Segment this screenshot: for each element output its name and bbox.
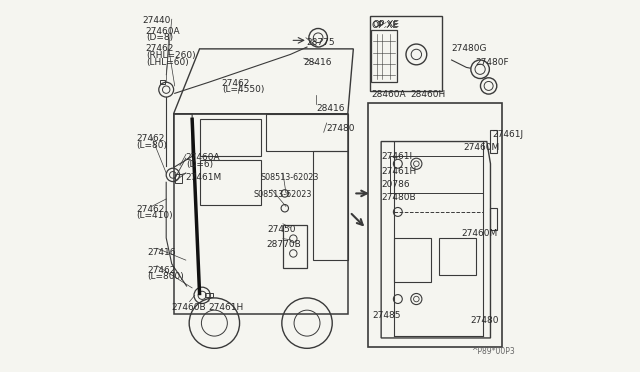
Bar (205, 293, 213, 297)
Text: 28770B: 28770B (267, 240, 301, 249)
Text: (L=410): (L=410) (136, 211, 173, 220)
Bar (371, 31, 397, 82)
Text: 27480B: 27480B (381, 193, 416, 202)
Text: (L=800): (L=800) (147, 272, 184, 281)
Text: 27416: 27416 (147, 248, 175, 257)
Text: 27462: 27462 (136, 205, 165, 214)
Text: 27480F: 27480F (475, 58, 509, 67)
Text: S08513-62023: S08513-62023 (253, 190, 312, 199)
Text: 28460H: 28460H (411, 90, 446, 99)
Bar (490, 131, 497, 153)
Text: 27485: 27485 (372, 311, 401, 320)
Text: 27450: 27450 (268, 225, 296, 234)
Text: 27462: 27462 (147, 266, 175, 275)
Text: ^P89*00P3: ^P89*00P3 (471, 347, 515, 356)
Text: 27460A: 27460A (146, 27, 180, 36)
Bar (368, 103, 502, 347)
Text: (L=4550): (L=4550) (222, 85, 264, 94)
Text: 27440: 27440 (142, 16, 170, 25)
Text: 20786: 20786 (381, 180, 410, 189)
Text: 27462: 27462 (222, 78, 250, 87)
Text: 27460M: 27460M (461, 229, 498, 238)
Text: S08513-62023: S08513-62023 (260, 173, 319, 182)
Text: (L=80): (L=80) (136, 141, 168, 150)
Text: 27480G: 27480G (452, 44, 487, 54)
Text: 27461M: 27461M (186, 173, 222, 182)
Bar (175, 174, 182, 183)
Text: 28460A: 28460A (371, 90, 406, 99)
Text: (D=6): (D=6) (186, 160, 213, 169)
Text: OP:XE: OP:XE (372, 21, 399, 30)
Text: 27460M: 27460M (464, 143, 500, 153)
Text: 27461J: 27461J (493, 131, 524, 140)
Text: 27460A: 27460A (186, 153, 220, 163)
Bar (490, 208, 497, 231)
Text: 27460B: 27460B (171, 303, 205, 312)
Text: 28416: 28416 (303, 58, 332, 67)
Text: 27461I: 27461I (381, 152, 412, 161)
Text: 27462: 27462 (136, 134, 165, 143)
Text: 27462: 27462 (146, 44, 174, 54)
Text: OP:XE: OP:XE (372, 20, 399, 29)
Text: 27480: 27480 (470, 317, 499, 326)
Text: 28416: 28416 (316, 105, 345, 113)
Text: (RHL=260): (RHL=260) (146, 51, 195, 60)
Text: 28775: 28775 (306, 38, 335, 47)
Text: (LHL=60): (LHL=60) (146, 58, 189, 67)
Text: 27461H: 27461H (381, 167, 417, 176)
Bar (370, 16, 442, 92)
Text: 27461H: 27461H (209, 303, 244, 312)
Text: (D=8): (D=8) (146, 33, 173, 42)
Text: 27480: 27480 (326, 124, 355, 133)
Bar (283, 225, 307, 267)
